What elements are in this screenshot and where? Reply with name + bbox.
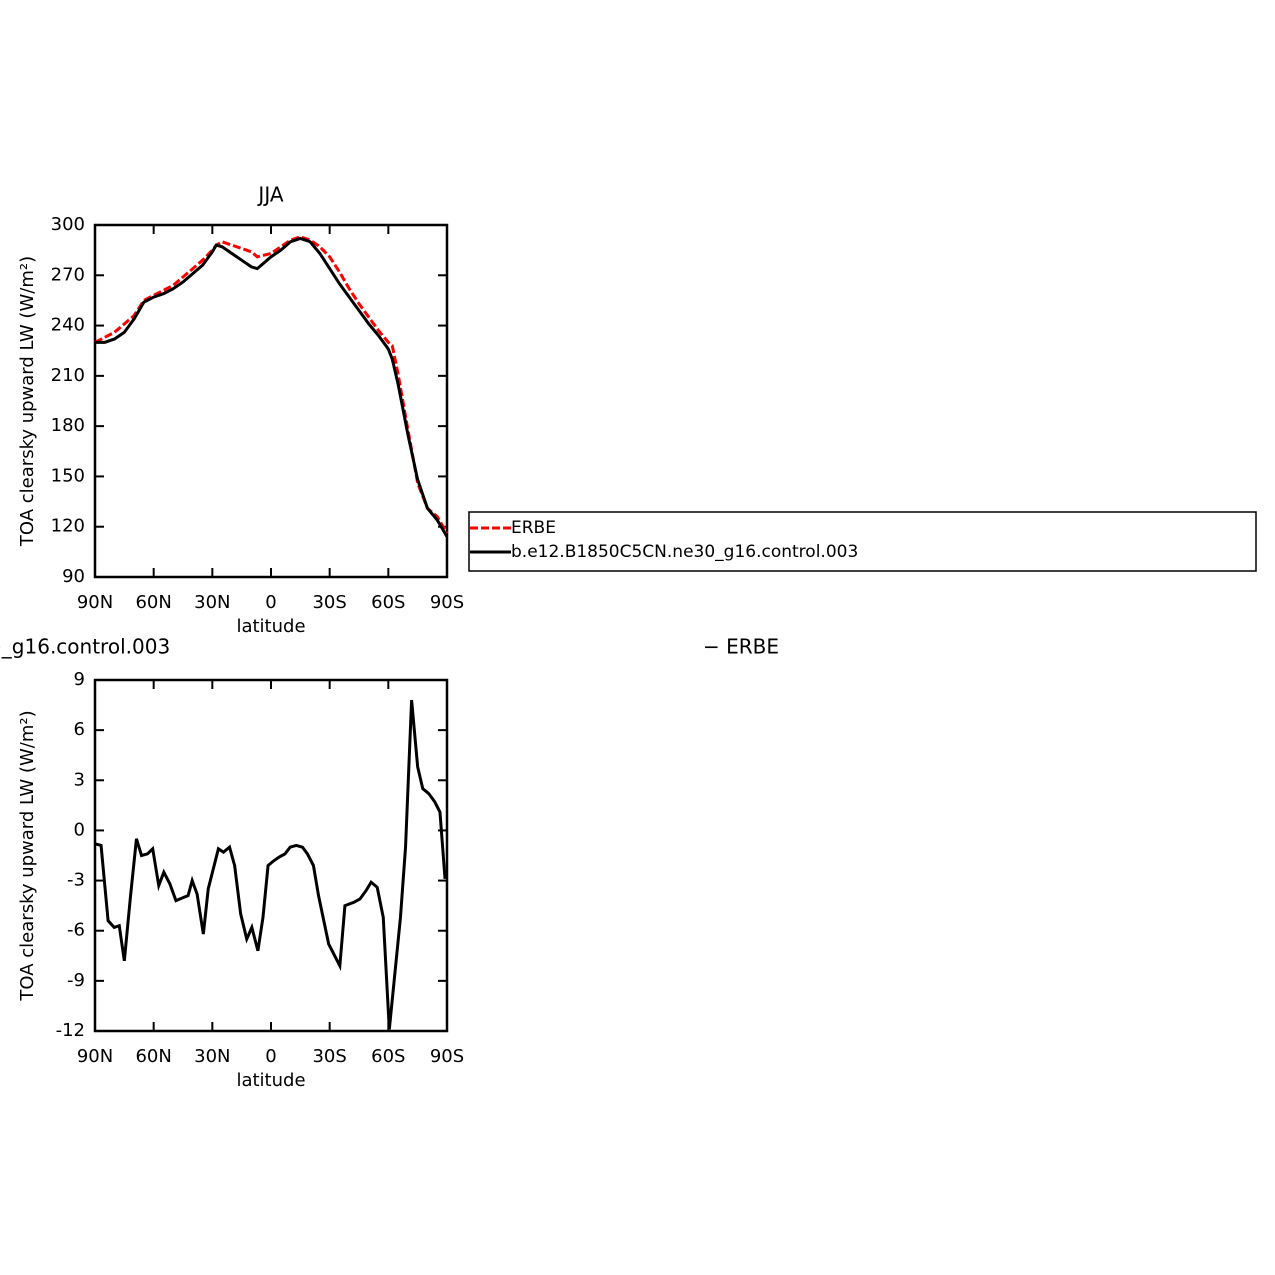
y-tick-label: 3 (74, 769, 85, 790)
x-tick-label: 90N (77, 592, 113, 613)
chart-title: JJA (256, 183, 283, 207)
legend-box (468, 511, 1257, 572)
y-tick-label: -12 (56, 1020, 85, 1041)
x-tick-label: 90S (430, 1046, 464, 1067)
y-tick-label: 300 (51, 214, 85, 235)
y-tick-label: 210 (51, 365, 85, 386)
y-tick-label: 150 (51, 465, 85, 486)
x-tick-label: 30N (194, 592, 230, 613)
x-tick-label: 30S (312, 592, 346, 613)
data-line (95, 236, 449, 538)
chart-title: )_g16.control.003 (0, 635, 170, 659)
legend-label: b.e12.B1850C5CN.ne30_g16.control.003 (511, 542, 858, 562)
y-tick-label: 180 (51, 415, 85, 436)
chart-subtitle: − ERBE (703, 635, 779, 659)
data-line (94, 699, 447, 1030)
x-tick-label: 60N (135, 592, 171, 613)
y-axis-label: TOA clearsky upward LW (W/m²) (17, 710, 38, 1001)
y-tick-label: -9 (67, 970, 85, 991)
y-tick-label: 120 (51, 516, 85, 537)
y-tick-label: 6 (74, 719, 85, 740)
y-axis-label: TOA clearsky upward LW (W/m²) (17, 256, 38, 547)
y-tick-label: -6 (67, 920, 85, 941)
y-tick-label: 90 (62, 566, 85, 587)
data-line (94, 235, 449, 535)
plot-frame (93, 223, 449, 579)
x-tick-label: 30N (194, 1046, 230, 1067)
legend-label: ERBE (511, 518, 556, 538)
y-tick-label: -3 (67, 870, 85, 891)
x-tick-label: 90S (430, 592, 464, 613)
x-tick-label: 0 (265, 592, 276, 613)
x-tick-label: 90N (77, 1046, 113, 1067)
x-tick-label: 60S (371, 592, 405, 613)
x-axis-label: latitude (236, 1070, 305, 1091)
x-axis-label: latitude (236, 616, 305, 637)
x-tick-label: 0 (265, 1046, 276, 1067)
y-tick-label: 240 (51, 315, 85, 336)
y-tick-label: 0 (74, 819, 85, 840)
y-tick-label: 270 (51, 264, 85, 285)
x-tick-label: 30S (312, 1046, 346, 1067)
x-tick-label: 60S (371, 1046, 405, 1067)
y-tick-label: 9 (74, 669, 85, 690)
x-tick-label: 60N (135, 1046, 171, 1067)
